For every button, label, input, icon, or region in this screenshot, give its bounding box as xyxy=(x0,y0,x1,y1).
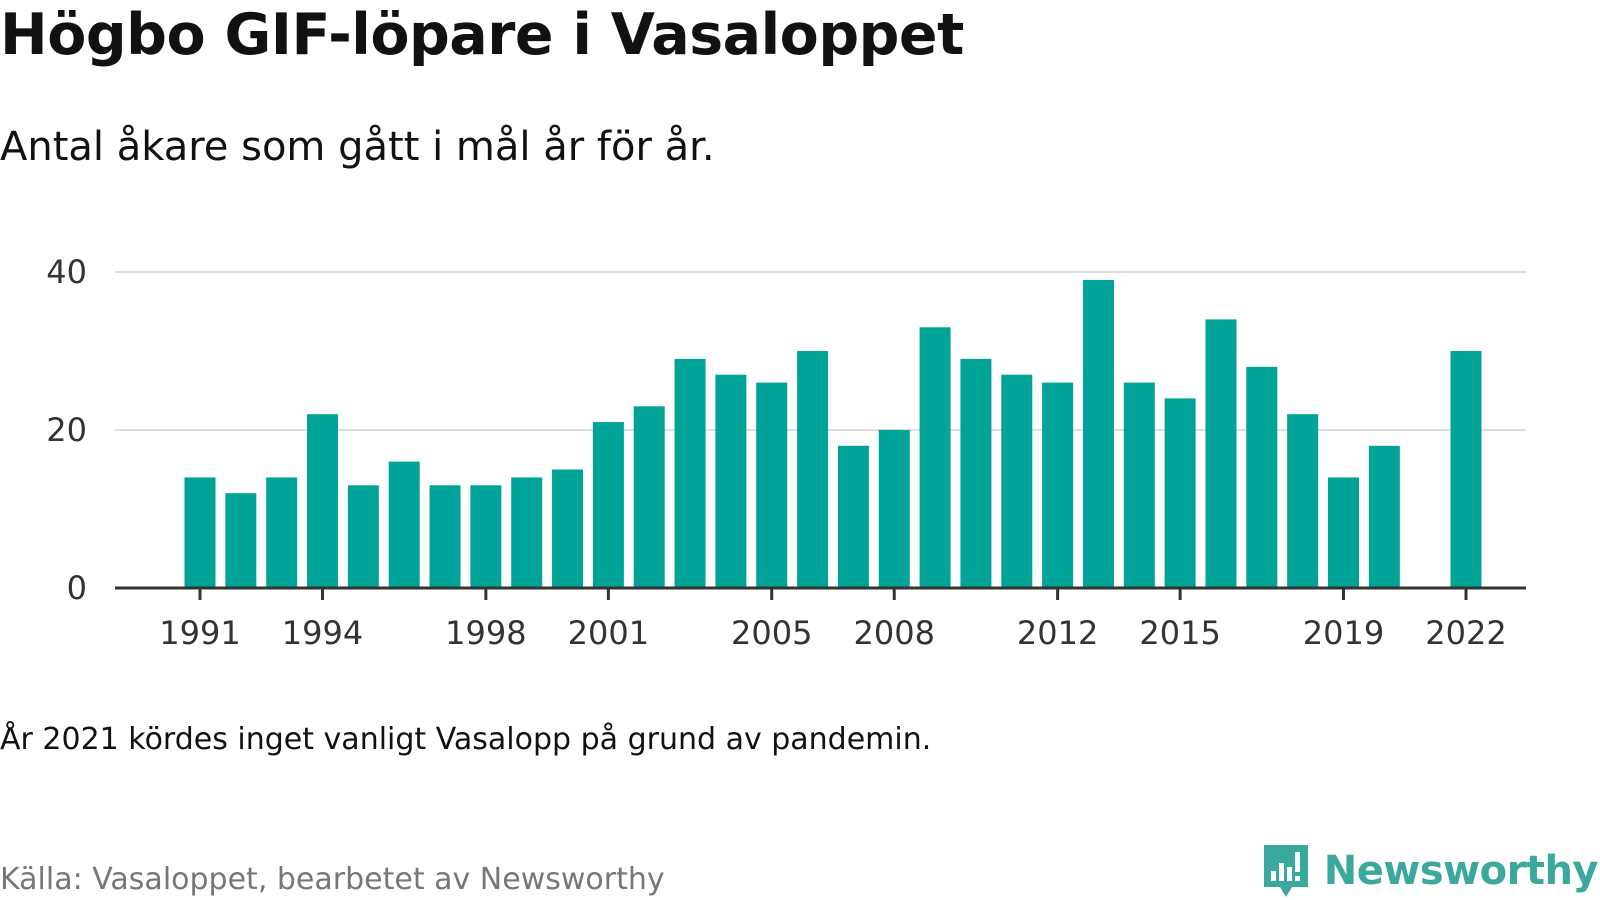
bar-2016 xyxy=(1205,319,1237,588)
bar-2001 xyxy=(592,422,624,588)
bar-2000 xyxy=(552,469,584,588)
bar-2018 xyxy=(1287,414,1319,588)
footnote: År 2021 kördes inget vanligt Vasalopp på… xyxy=(0,722,932,757)
x-tick-label-2012: 2012 xyxy=(1017,614,1098,652)
bar-1992 xyxy=(225,493,257,588)
y-tick-label-20: 20 xyxy=(46,411,87,449)
y-tick-label-40: 40 xyxy=(46,253,87,291)
bar-2004 xyxy=(715,374,747,588)
axes: 0 20 40 1991 1994 1998 2001 2005 2008 2012 2015 201… xyxy=(46,253,1526,652)
x-tick-label-2022: 2022 xyxy=(1425,614,1506,652)
bar-1999 xyxy=(511,477,543,588)
bar-2022 xyxy=(1450,351,1482,588)
source-credit: Källa: Vasaloppet, bearbetet av Newswort… xyxy=(0,862,665,897)
bar-2008 xyxy=(878,430,910,588)
bar-1993 xyxy=(266,477,298,588)
bar-1998 xyxy=(470,485,502,588)
bar-2014 xyxy=(1123,382,1155,588)
bar-1997 xyxy=(429,485,461,588)
newsworthy-logo-icon xyxy=(1263,845,1308,897)
bars xyxy=(184,279,1482,588)
bar-2010 xyxy=(960,358,992,588)
bar-1995 xyxy=(347,485,379,588)
bar-2007 xyxy=(837,445,869,588)
bar-2020 xyxy=(1368,445,1400,588)
bar-1994 xyxy=(307,414,339,588)
x-tick-label-2015: 2015 xyxy=(1139,614,1220,652)
x-tick-label-2005: 2005 xyxy=(731,614,812,652)
bar-2003 xyxy=(674,358,706,588)
bar-2009 xyxy=(919,327,951,588)
bar-2002 xyxy=(633,406,665,588)
brand-logo: Newsworthy xyxy=(1262,843,1599,899)
chart-title: Högbo GIF-löpare i Vasaloppet xyxy=(0,2,964,68)
chart-subtitle: Antal åkare som gått i mål år för år. xyxy=(0,124,715,170)
bar-2011 xyxy=(1001,374,1033,588)
brand-name: Newsworthy xyxy=(1323,848,1599,894)
x-tick-label-1994: 1994 xyxy=(282,614,363,652)
bar-chart: 0 20 40 1991 1994 1998 2001 2005 2008 2012 2015 201… xyxy=(46,253,1526,652)
y-tick-label-0: 0 xyxy=(67,569,87,607)
x-tick-label-2008: 2008 xyxy=(854,614,935,652)
bar-1996 xyxy=(388,461,420,588)
bar-1991 xyxy=(184,477,216,588)
bar-2017 xyxy=(1246,366,1278,588)
x-tick-label-2019: 2019 xyxy=(1303,614,1384,652)
x-tick-label-1998: 1998 xyxy=(445,614,526,652)
bar-2015 xyxy=(1164,398,1196,588)
bar-2006 xyxy=(797,351,829,588)
bar-2012 xyxy=(1042,382,1074,588)
x-tick-label-2001: 2001 xyxy=(568,614,649,652)
x-tick-label-1991: 1991 xyxy=(159,614,240,652)
bar-2005 xyxy=(756,382,788,588)
bar-2013 xyxy=(1082,279,1114,588)
bar-2019 xyxy=(1327,477,1359,588)
